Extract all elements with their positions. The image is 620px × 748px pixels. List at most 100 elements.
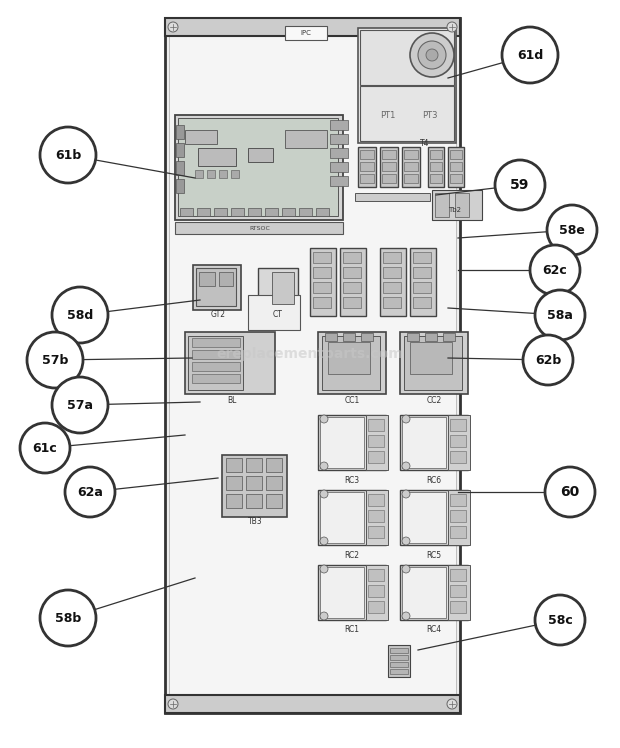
Circle shape (320, 462, 328, 470)
Bar (282, 208, 295, 216)
Circle shape (402, 490, 410, 498)
Bar (448, 565, 470, 620)
Bar (390, 655, 408, 660)
Bar (382, 150, 396, 159)
Text: BL: BL (228, 396, 237, 405)
Bar (219, 272, 233, 286)
Bar (450, 494, 466, 506)
Bar (358, 147, 376, 187)
Bar (285, 26, 327, 40)
Bar (430, 150, 442, 159)
Bar (404, 336, 462, 390)
Bar (343, 267, 361, 278)
Text: RC4: RC4 (427, 625, 441, 634)
Bar (383, 252, 401, 263)
Bar (320, 567, 364, 618)
Bar (226, 458, 242, 472)
Bar (318, 490, 386, 545)
Bar (180, 208, 193, 216)
Bar (428, 147, 444, 187)
Bar (322, 336, 380, 390)
Circle shape (402, 565, 410, 573)
Bar (368, 494, 384, 506)
Circle shape (410, 33, 454, 77)
Circle shape (168, 22, 178, 32)
Bar (413, 267, 431, 278)
Bar (258, 268, 298, 308)
Bar (455, 193, 469, 217)
Bar (402, 147, 420, 187)
Bar (425, 333, 437, 341)
Bar (188, 336, 243, 390)
Bar (197, 208, 210, 216)
Circle shape (320, 415, 328, 423)
Bar (198, 148, 236, 166)
Bar (175, 222, 343, 234)
Text: CC2: CC2 (427, 396, 441, 405)
Text: RC2: RC2 (345, 551, 360, 560)
Bar (366, 565, 388, 620)
Bar (368, 569, 384, 581)
Bar (272, 272, 294, 304)
Bar (176, 143, 184, 157)
Bar (165, 18, 460, 713)
Bar (310, 248, 336, 316)
Bar (169, 36, 456, 695)
Circle shape (402, 462, 410, 470)
Bar (413, 282, 431, 293)
Bar (366, 490, 388, 545)
Bar (400, 415, 468, 470)
Bar (402, 492, 446, 543)
Bar (265, 208, 278, 216)
Bar (231, 208, 244, 216)
Circle shape (447, 22, 457, 32)
Text: CT: CT (273, 310, 283, 319)
Bar (390, 662, 408, 667)
Bar (368, 435, 384, 447)
Bar (402, 567, 446, 618)
Bar (358, 28, 456, 143)
Bar (360, 162, 374, 171)
Bar (313, 252, 331, 263)
Bar (266, 476, 282, 490)
Bar (383, 282, 401, 293)
Bar (450, 510, 466, 522)
Text: GT2: GT2 (211, 310, 226, 319)
Text: 58a: 58a (547, 308, 573, 322)
Text: PT1: PT1 (380, 111, 396, 120)
Bar (248, 148, 273, 162)
Bar (219, 170, 227, 178)
Text: RC5: RC5 (427, 551, 441, 560)
Bar (413, 252, 431, 263)
Text: ereplacementparts.com: ereplacementparts.com (216, 347, 404, 361)
Circle shape (523, 335, 573, 385)
Bar (328, 342, 370, 374)
Circle shape (402, 612, 410, 620)
Bar (226, 476, 242, 490)
Bar (443, 333, 455, 341)
Bar (368, 510, 384, 522)
Bar (430, 162, 442, 171)
Bar (199, 272, 215, 286)
Bar (320, 492, 364, 543)
Text: PT3: PT3 (422, 111, 438, 120)
Bar (382, 162, 396, 171)
Text: 59: 59 (510, 178, 529, 192)
Bar (410, 248, 436, 316)
Bar (299, 208, 312, 216)
Text: 61b: 61b (55, 149, 81, 162)
Circle shape (495, 160, 545, 210)
Bar (343, 282, 361, 293)
Bar (430, 174, 442, 183)
Bar (330, 176, 348, 186)
Circle shape (535, 595, 585, 645)
Bar (248, 208, 261, 216)
Text: TB3: TB3 (247, 518, 262, 527)
Bar (361, 333, 373, 341)
Bar (266, 458, 282, 472)
Bar (207, 170, 215, 178)
Bar (185, 332, 275, 394)
Circle shape (40, 590, 96, 646)
Text: 58b: 58b (55, 612, 81, 625)
Bar (360, 150, 374, 159)
